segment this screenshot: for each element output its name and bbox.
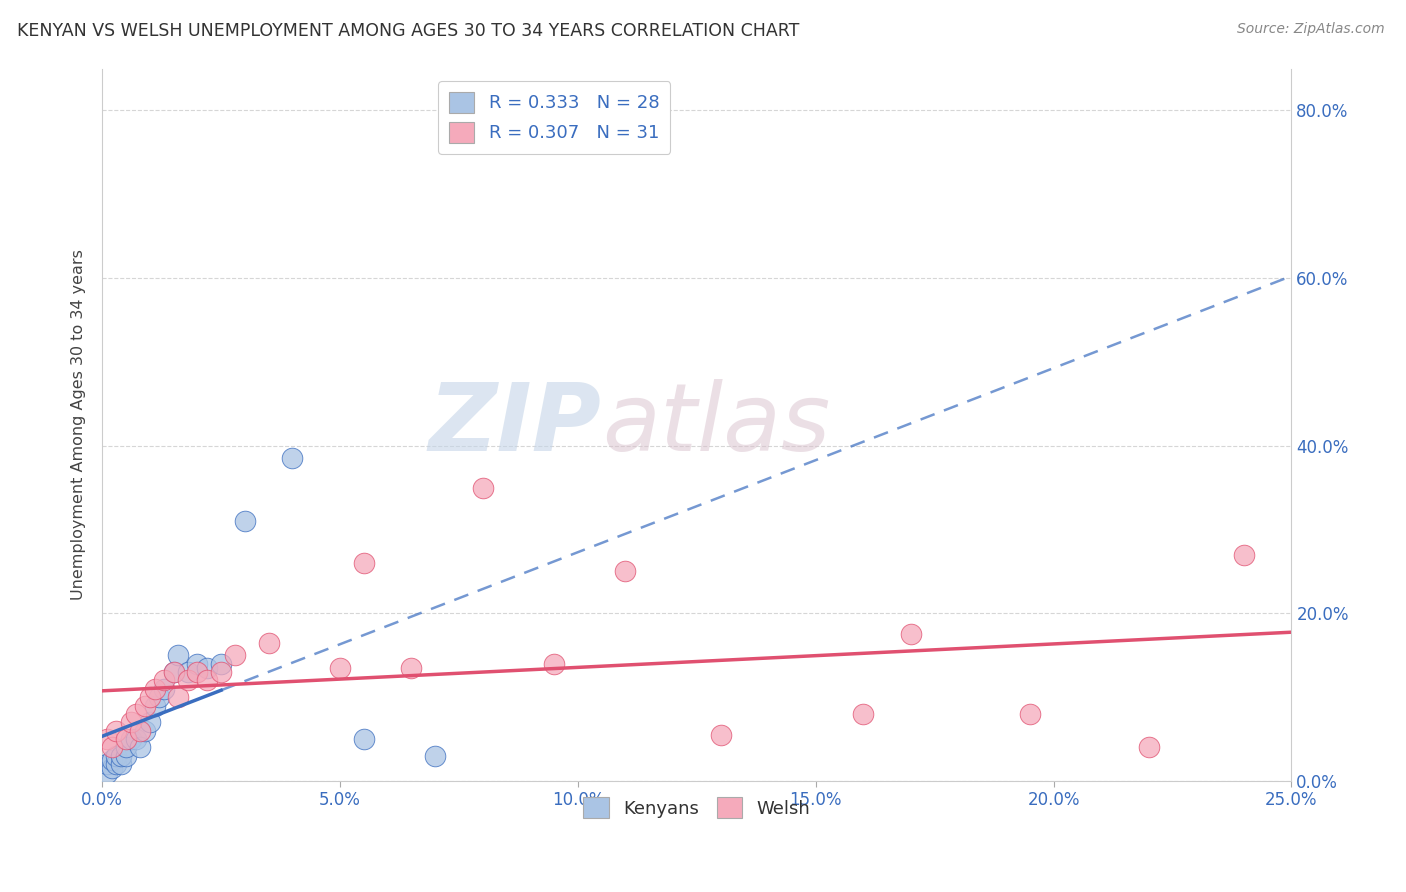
Point (353, 732, 375, 747)
Point (471, 481, 494, 495)
Point (96, 757, 118, 772)
Point (129, 740, 152, 755)
Point (96, 765, 118, 780)
Legend: Kenyans, Welsh: Kenyans, Welsh (576, 790, 818, 825)
Point (177, 665, 200, 679)
Point (167, 648, 190, 663)
Point (209, 657, 232, 671)
Point (143, 698, 166, 713)
Point (162, 665, 184, 679)
Point (153, 681, 176, 696)
Point (257, 636, 280, 650)
Point (124, 706, 146, 721)
Point (105, 748, 128, 763)
Point (425, 748, 447, 763)
Point (900, 627, 922, 641)
Point (148, 690, 170, 705)
Point (353, 556, 375, 570)
Point (224, 648, 246, 663)
Point (209, 665, 232, 679)
Point (110, 757, 132, 772)
Point (195, 661, 218, 675)
Point (401, 661, 423, 675)
Point (281, 451, 304, 466)
Point (105, 723, 128, 738)
Point (100, 753, 122, 767)
Point (129, 723, 152, 738)
Point (1233, 548, 1256, 562)
Point (143, 681, 166, 696)
Point (543, 657, 565, 671)
Point (162, 665, 184, 679)
Text: KENYAN VS WELSH UNEMPLOYMENT AMONG AGES 30 TO 34 YEARS CORRELATION CHART: KENYAN VS WELSH UNEMPLOYMENT AMONG AGES … (17, 22, 799, 40)
Point (134, 698, 156, 713)
Point (153, 673, 176, 688)
Point (233, 514, 256, 528)
Point (195, 673, 218, 688)
Point (120, 715, 142, 730)
Point (120, 732, 142, 747)
Text: Source: ZipAtlas.com: Source: ZipAtlas.com (1237, 22, 1385, 37)
Point (614, 565, 637, 579)
Point (115, 740, 138, 755)
Point (115, 732, 138, 747)
Point (134, 723, 156, 738)
Point (167, 690, 190, 705)
Point (329, 661, 352, 675)
Point (186, 665, 208, 679)
Point (139, 690, 162, 705)
Point (100, 761, 122, 775)
Text: atlas: atlas (602, 379, 830, 470)
Point (115, 748, 138, 763)
Point (852, 706, 875, 721)
Text: ZIP: ZIP (429, 379, 602, 471)
Y-axis label: Unemployment Among Ages 30 to 34 years: Unemployment Among Ages 30 to 34 years (72, 250, 86, 600)
Point (1137, 740, 1160, 755)
Point (124, 732, 146, 747)
Point (100, 740, 122, 755)
Point (110, 748, 132, 763)
Point (186, 657, 208, 671)
Point (105, 757, 128, 772)
Point (177, 673, 200, 688)
Point (1018, 706, 1040, 721)
Point (710, 728, 733, 742)
Point (96, 732, 118, 747)
Point (139, 715, 162, 730)
